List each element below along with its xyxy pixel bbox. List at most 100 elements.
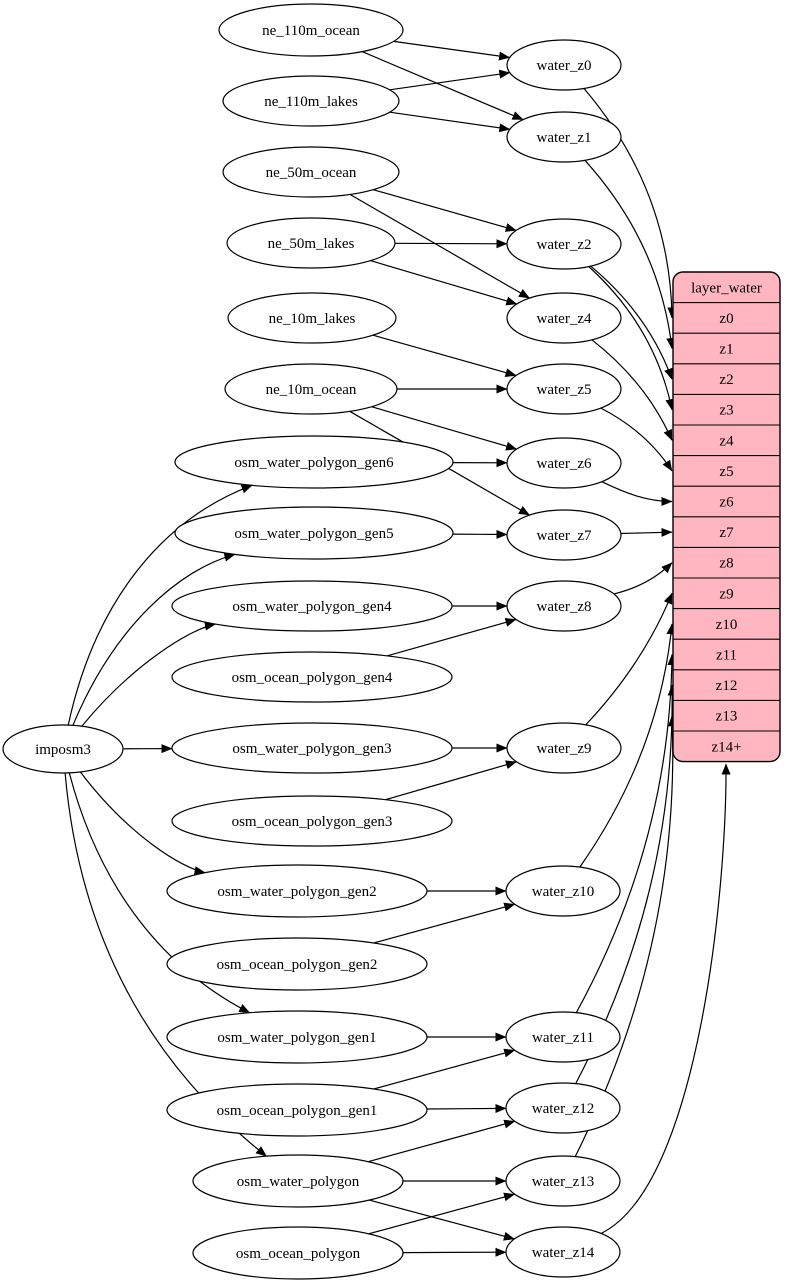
node-shape-ne_50m_lakes [226, 217, 396, 269]
nodes: imposm3 ne_110m_ocean ne_110m_lakes ne_50m_… [2, 3, 622, 1280]
node-label-osm_water_polygon_gen1: osm_water_polygon_gen1 [217, 1030, 376, 1046]
node-shape-water_z10 [505, 865, 621, 917]
edge-water_z0-row-z0 [583, 88, 677, 319]
table-row-z8: z8 [719, 556, 733, 572]
node-shape-water_z0 [506, 39, 622, 91]
edge-water_z2-row-z2 [590, 265, 673, 380]
node-label-osm_water_polygon: osm_water_polygon [237, 1174, 360, 1190]
edge-osm_ocean_polygon_gen2-water_z10 [373, 902, 516, 944]
node-imposm3: imposm3 [2, 724, 124, 774]
node-osm_ocean_polygon: osm_ocean_polygon [192, 1226, 404, 1280]
edge-water_z2-row-z3 [588, 266, 675, 411]
node-label-osm_water_polygon_gen3: osm_water_polygon_gen3 [232, 741, 391, 757]
node-shape-imposm3 [2, 724, 124, 774]
edge-ne_50m_ocean-water_z4 [349, 193, 530, 299]
node-osm_ocean_polygon_gen2: osm_ocean_polygon_gen2 [166, 937, 428, 991]
edge-ne_110m_ocean-water_z1 [361, 51, 524, 121]
table-row-z9: z9 [719, 586, 733, 602]
node-shape-ne_10m_ocean [224, 363, 398, 415]
node-label-ne_50m_ocean: ne_50m_ocean [266, 165, 357, 181]
edge-water_z14-row-z14+ [600, 763, 731, 1234]
node-water_z7: water_z7 [506, 509, 622, 561]
edge-water_z11-row-z11 [575, 654, 677, 1013]
edge-water_z8-row-z8 [613, 562, 673, 595]
edge-osm_ocean_polygon_gen1-water_z11 [373, 1048, 516, 1090]
node-ne_10m_lakes: ne_10m_lakes [227, 292, 397, 344]
node-shape-ne_50m_ocean [222, 146, 400, 198]
node-shape-osm_ocean_polygon_gen3 [171, 795, 453, 847]
edge-water_z6-row-z6 [601, 481, 673, 506]
node-label-water_z5: water_z5 [537, 382, 592, 398]
edge-ne_10m_ocean-water_z6 [371, 406, 518, 451]
edge-ne_50m_lakes-water_z4 [370, 260, 518, 306]
node-label-ne_110m_ocean: ne_110m_ocean [262, 23, 360, 39]
edge-ne_110m_lakes-water_z1 [389, 111, 511, 133]
edge-water_z4-row-z4 [591, 339, 673, 441]
node-label-water_z1: water_z1 [537, 130, 592, 146]
node-shape-osm_water_polygon_gen5 [174, 506, 454, 560]
node-shape-osm_water_polygon_gen1 [166, 1010, 428, 1064]
node-shape-water_z2 [506, 218, 622, 270]
node-label-ne_50m_lakes: ne_50m_lakes [268, 236, 355, 252]
table-row-z6: z6 [719, 495, 734, 511]
table-row-z10: z10 [716, 617, 738, 633]
node-shape-water_z14 [505, 1226, 621, 1278]
table-row-z14+: z14+ [711, 739, 741, 755]
node-water_z11: water_z11 [505, 1011, 621, 1063]
node-label-water_z10: water_z10 [532, 884, 594, 900]
edge-ne_50m_lakes-water_z2 [394, 239, 508, 249]
node-ne_50m_ocean: ne_50m_ocean [222, 146, 400, 198]
node-label-water_z9: water_z9 [537, 741, 592, 757]
node-shape-water_z11 [505, 1011, 621, 1063]
edge-osm_ocean_polygon_gen3-water_z9 [385, 760, 517, 801]
table-row-z4: z4 [719, 433, 734, 449]
node-water_z0: water_z0 [506, 39, 622, 91]
node-shape-osm_water_polygon_gen6 [174, 435, 454, 489]
node-osm_water_polygon_gen4: osm_water_polygon_gen4 [171, 580, 453, 632]
node-shape-water_z5 [506, 363, 622, 415]
table-row-z13: z13 [716, 709, 738, 725]
node-label-ne_110m_lakes: ne_110m_lakes [264, 94, 358, 110]
node-osm_ocean_polygon_gen3: osm_ocean_polygon_gen3 [171, 795, 453, 847]
edge-ne_50m_ocean-water_z2 [373, 189, 517, 232]
node-osm_water_polygon_gen5: osm_water_polygon_gen5 [174, 506, 454, 560]
node-shape-water_z8 [506, 580, 622, 632]
node-ne_110m_ocean: ne_110m_ocean [218, 3, 404, 57]
edge-ne_110m_lakes-water_z0 [389, 69, 511, 91]
node-water_z2: water_z2 [506, 218, 622, 270]
node-ne_50m_lakes: ne_50m_lakes [226, 217, 396, 269]
node-water_z4: water_z4 [506, 292, 622, 344]
edge-imposm3-osm_water_polygon_gen1 [68, 772, 251, 1014]
node-shape-osm_ocean_polygon [192, 1226, 404, 1280]
edge-ne_10m_lakes-water_z5 [372, 334, 517, 377]
node-shape-osm_water_polygon_gen2 [166, 864, 428, 918]
node-label-water_z8: water_z8 [537, 599, 592, 615]
node-shape-ne_110m_lakes [222, 75, 400, 127]
node-ne_110m_lakes: ne_110m_lakes [222, 75, 400, 127]
edge-imposm3-osm_water_polygon_gen2 [79, 771, 206, 875]
node-label-osm_ocean_polygon_gen4: osm_ocean_polygon_gen4 [232, 670, 393, 686]
node-label-osm_ocean_polygon: osm_ocean_polygon [236, 1246, 361, 1262]
node-osm_water_polygon: osm_water_polygon [192, 1154, 404, 1208]
table-row-z7: z7 [719, 525, 734, 541]
node-label-water_z13: water_z13 [532, 1174, 594, 1190]
node-label-osm_ocean_polygon_gen1: osm_ocean_polygon_gen1 [217, 1103, 378, 1119]
node-shape-osm_water_polygon [192, 1154, 404, 1208]
table-header-label: layer_water [691, 280, 762, 296]
node-label-osm_water_polygon_gen5: osm_water_polygon_gen5 [234, 526, 393, 542]
table-row-z2: z2 [719, 372, 733, 388]
node-water_z1: water_z1 [506, 111, 622, 163]
node-label-ne_10m_lakes: ne_10m_lakes [269, 311, 356, 327]
node-water_z13: water_z13 [505, 1155, 621, 1207]
node-label-osm_ocean_polygon_gen2: osm_ocean_polygon_gen2 [217, 957, 378, 973]
node-label-osm_ocean_polygon_gen3: osm_ocean_polygon_gen3 [232, 814, 393, 830]
node-shape-osm_ocean_polygon_gen1 [166, 1083, 428, 1137]
node-shape-water_z6 [506, 437, 622, 489]
node-osm_water_polygon_gen2: osm_water_polygon_gen2 [166, 864, 428, 918]
node-label-osm_water_polygon_gen2: osm_water_polygon_gen2 [217, 884, 376, 900]
node-water_z14: water_z14 [505, 1226, 621, 1278]
node-shape-ne_110m_ocean [218, 3, 404, 57]
node-label-water_z4: water_z4 [537, 311, 592, 327]
node-water_z12: water_z12 [505, 1082, 621, 1134]
